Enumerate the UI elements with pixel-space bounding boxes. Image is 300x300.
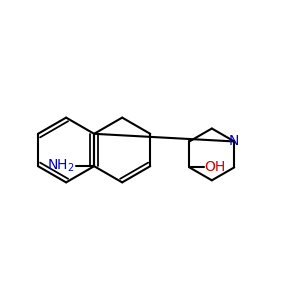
Text: OH: OH	[205, 160, 226, 174]
Text: N: N	[229, 134, 239, 148]
Text: NH$_2$: NH$_2$	[47, 158, 75, 174]
